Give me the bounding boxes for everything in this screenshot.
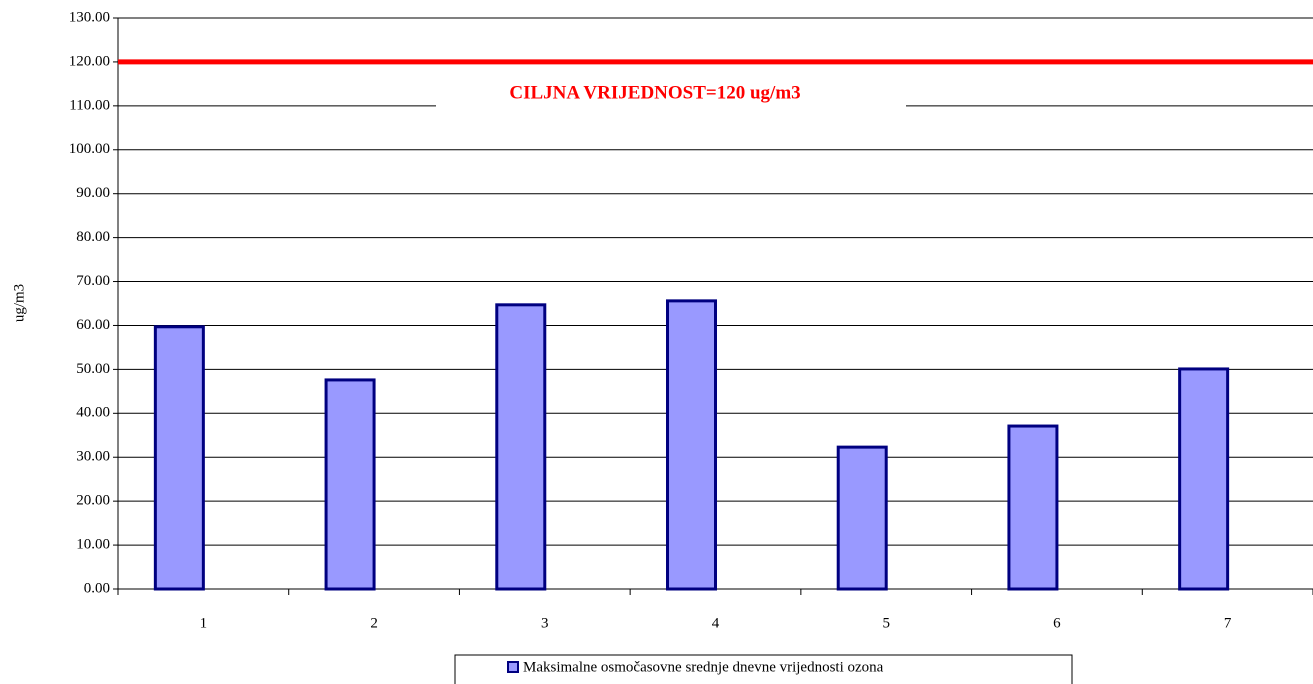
target-label-bg [436, 78, 906, 112]
bar [153, 325, 205, 591]
y-tick-label: 0.00 [84, 580, 110, 596]
y-tick-label: 80.00 [76, 229, 110, 245]
y-tick-label: 50.00 [76, 361, 110, 377]
y-tick-label: 60.00 [76, 317, 110, 333]
x-tick-label: 4 [712, 615, 720, 631]
legend-swatch [507, 661, 519, 673]
y-axis-label: ug/m3 [11, 284, 27, 322]
y-tick-label: 120.00 [69, 53, 110, 69]
y-tick-label: 20.00 [76, 493, 110, 509]
y-tick-label: 130.00 [69, 9, 110, 25]
y-tick-label: 70.00 [76, 273, 110, 289]
x-tick-label: 2 [370, 615, 378, 631]
target-label: CILJNA VRIJEDNOST=120 ug/m3 [509, 82, 800, 103]
y-tick-label: 40.00 [76, 405, 110, 421]
y-tick-label: 90.00 [76, 185, 110, 201]
x-tick-label: 7 [1224, 615, 1232, 631]
bar [1007, 424, 1059, 591]
legend-box [454, 654, 1073, 684]
bar [836, 445, 888, 591]
bar [324, 378, 376, 591]
x-tick-label: 1 [200, 615, 208, 631]
y-tick-label: 110.00 [69, 97, 110, 113]
legend-label: Maksimalne osmočasovne srednje dnevne vr… [523, 659, 884, 675]
x-tick-label: 3 [541, 615, 549, 631]
x-tick-label: 5 [882, 615, 890, 631]
x-tick-label: 6 [1053, 615, 1061, 631]
bar [666, 299, 717, 591]
y-tick-label: 100.00 [69, 141, 110, 157]
y-tick-label: 10.00 [76, 537, 110, 553]
bar [1178, 367, 1230, 591]
y-tick-label: 30.00 [76, 449, 110, 465]
bar [495, 303, 547, 591]
